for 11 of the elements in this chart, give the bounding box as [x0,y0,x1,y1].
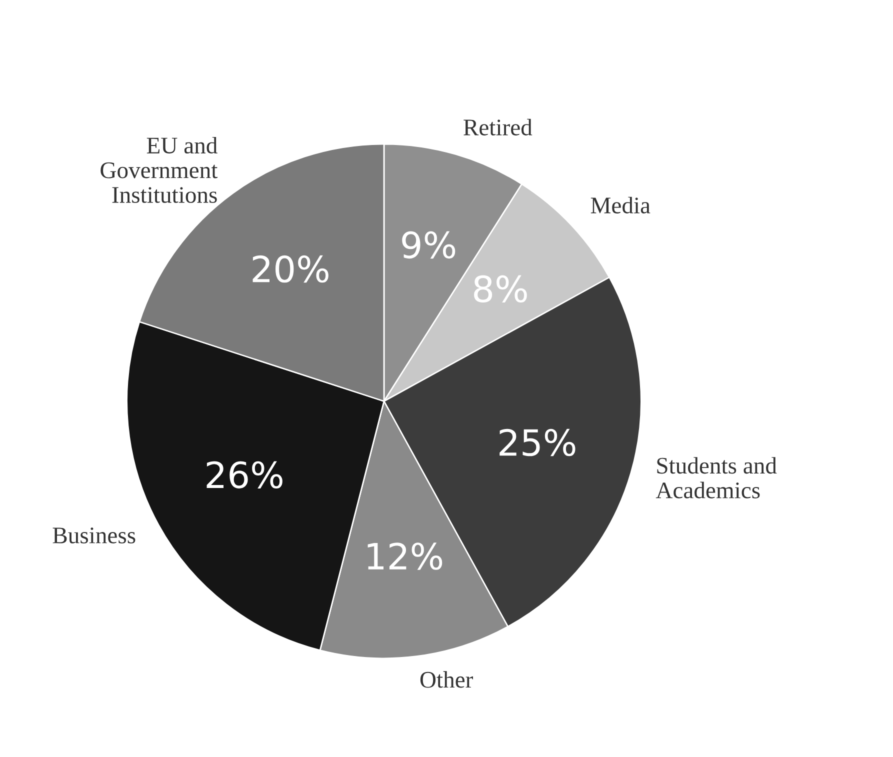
slice-label: Business [52,528,136,544]
slice-label: Media [590,196,650,214]
data-label: 26% [206,461,282,489]
slice-label: Retired [464,118,532,136]
slice-label: Other [420,671,473,688]
data-label: 25% [500,428,576,456]
slice-label: EU and Government Institutions [100,136,218,203]
data-label: 12% [368,542,442,570]
data-label: 20% [252,255,328,283]
data-label: 9% [402,231,456,259]
slice-label: Students and Academics [656,457,777,498]
